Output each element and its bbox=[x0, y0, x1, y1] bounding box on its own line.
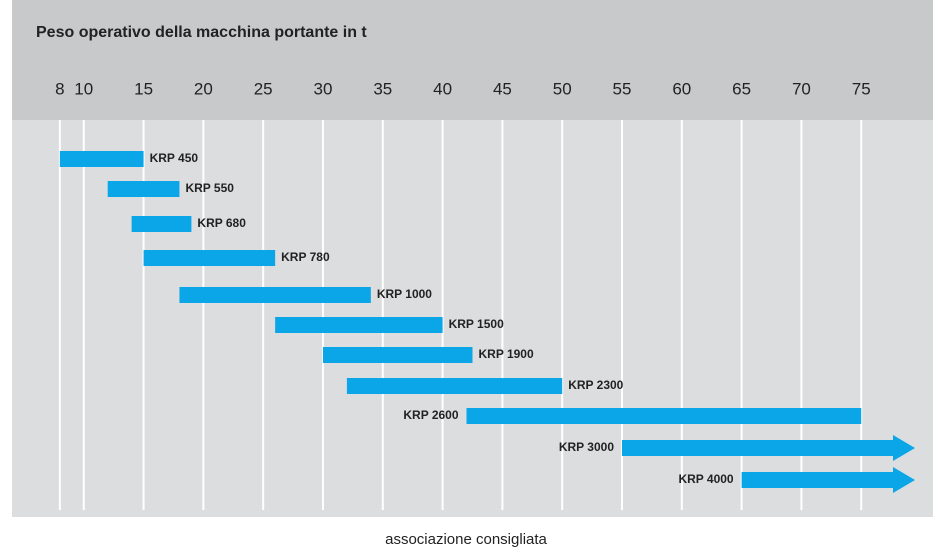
x-tick-label: 8 bbox=[55, 79, 64, 98]
bar-label: KRP 1500 bbox=[449, 317, 504, 331]
header-band bbox=[12, 0, 933, 120]
x-axis-label: associazione consigliata bbox=[385, 531, 547, 548]
x-tick-label: 60 bbox=[672, 79, 691, 98]
bar bbox=[346, 378, 563, 394]
bar-label: KRP 780 bbox=[281, 250, 330, 264]
x-tick-label: 35 bbox=[373, 79, 392, 98]
arrow-bar bbox=[741, 467, 915, 493]
x-tick-label: 65 bbox=[732, 79, 751, 98]
arrow-bar bbox=[622, 435, 915, 461]
bar-label: KRP 550 bbox=[185, 181, 234, 195]
x-tick-label: 25 bbox=[254, 79, 273, 98]
x-tick-label: 70 bbox=[792, 79, 811, 98]
bar-label: KRP 2300 bbox=[568, 378, 623, 392]
x-tick-label: 40 bbox=[433, 79, 452, 98]
bar-label: KRP 680 bbox=[197, 216, 246, 230]
bar-label: KRP 450 bbox=[150, 151, 199, 165]
bar bbox=[107, 181, 180, 197]
bar-label: KRP 3000 bbox=[559, 440, 614, 454]
bar-label: KRP 4000 bbox=[678, 472, 733, 486]
bar bbox=[131, 216, 192, 232]
bar bbox=[59, 151, 144, 167]
x-tick-label: 75 bbox=[852, 79, 871, 98]
chart-title: Peso operativo della macchina portante i… bbox=[36, 24, 367, 41]
bar bbox=[275, 317, 443, 333]
bar bbox=[322, 347, 473, 363]
x-tick-label: 15 bbox=[134, 79, 153, 98]
x-tick-label: 10 bbox=[74, 79, 93, 98]
bar bbox=[143, 250, 276, 266]
bar bbox=[179, 287, 371, 303]
bar-label: KRP 1000 bbox=[377, 287, 432, 301]
x-tick-label: 30 bbox=[314, 79, 333, 98]
x-tick-label: 45 bbox=[493, 79, 512, 98]
x-tick-label: 20 bbox=[194, 79, 213, 98]
x-tick-label: 55 bbox=[613, 79, 632, 98]
bar-label: KRP 2600 bbox=[403, 408, 458, 422]
bar-label: KRP 1900 bbox=[479, 347, 534, 361]
x-tick-label: 50 bbox=[553, 79, 572, 98]
bar bbox=[466, 408, 862, 424]
